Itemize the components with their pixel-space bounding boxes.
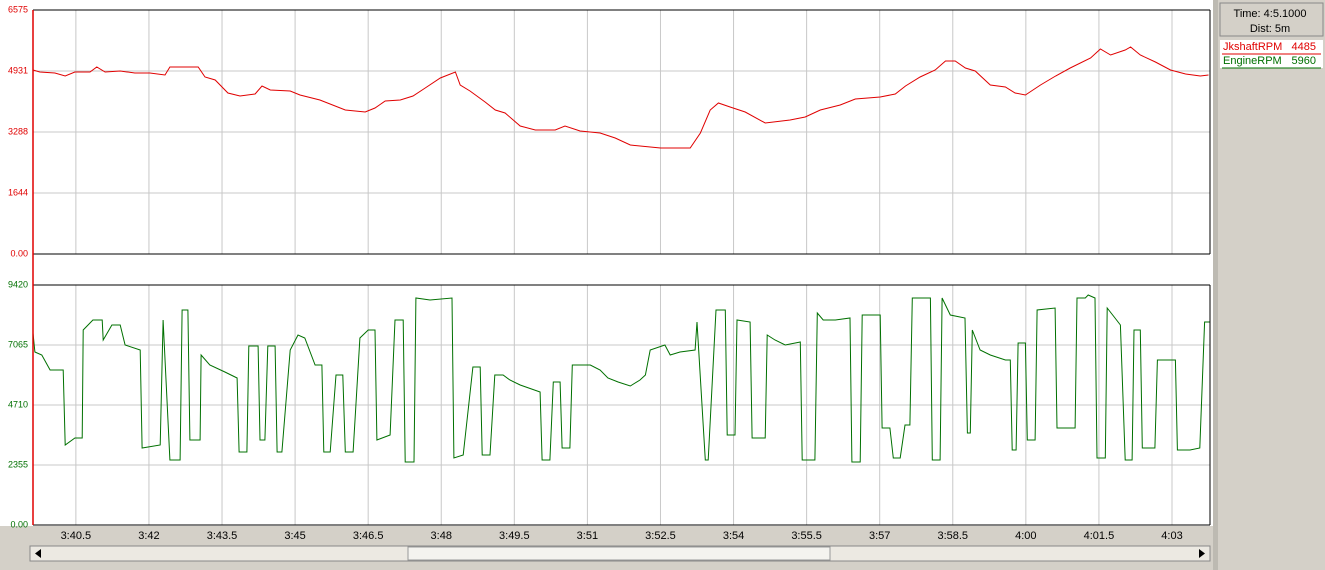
y-tick-label: 1644 [8, 187, 28, 197]
scrollbar[interactable] [29, 545, 1211, 562]
y-tick-label: 4710 [8, 399, 28, 409]
x-tick-label: 3:55.5 [791, 530, 822, 542]
x-tick-label: 4:03 [1161, 530, 1182, 542]
y-tick-label: 0.00 [10, 248, 28, 258]
x-tick-label: 3:54 [723, 530, 744, 542]
y-tick-label: 0.00 [10, 519, 28, 529]
y-tick-label: 6575 [8, 4, 28, 14]
x-tick-label: 3:57 [869, 530, 890, 542]
x-tick-label: 3:49.5 [499, 530, 530, 542]
series-line [32, 46, 1209, 149]
readout-box [1219, 2, 1324, 37]
legend-readout: 4485 [1292, 41, 1316, 53]
x-tick-label: 3:51 [577, 530, 598, 542]
scroll-right-arrow[interactable] [1199, 549, 1205, 558]
x-tick-label: 3:58.5 [937, 530, 968, 542]
x-axis-band [0, 526, 1213, 546]
splitter [1213, 0, 1218, 570]
x-tick-label: 4:00 [1015, 530, 1036, 542]
x-tick-label: 4:01.5 [1084, 530, 1115, 542]
y-tick-label: 3288 [8, 126, 28, 136]
time-readout: Time: 4:5.1000 [1234, 8, 1307, 20]
x-tick-label: 3:52.5 [645, 530, 676, 542]
x-tick-label: 3:48 [431, 530, 452, 542]
x-tick-label: 3:45 [284, 530, 305, 542]
legend-readout: 5960 [1292, 55, 1316, 67]
y-tick-label: 7065 [8, 339, 28, 349]
series-line [32, 294, 1210, 463]
plot-background [0, 0, 1213, 526]
scroll-left-arrow[interactable] [35, 549, 41, 558]
y-tick-label: 4931 [8, 65, 28, 75]
dist-readout: Dist: 5m [1250, 23, 1290, 35]
y-tick-label: 9420 [8, 279, 28, 289]
legend-name: EngineRPM [1223, 55, 1282, 67]
y-tick-label: 2355 [8, 459, 28, 469]
legend-name: JkshaftRPM [1223, 41, 1282, 53]
x-tick-label: 3:43.5 [207, 530, 238, 542]
x-tick-label: 3:46.5 [353, 530, 384, 542]
x-tick-label: 3:42 [138, 530, 159, 542]
x-tick-label: 3:40.5 [61, 530, 92, 542]
scroll-thumb[interactable] [407, 546, 831, 561]
